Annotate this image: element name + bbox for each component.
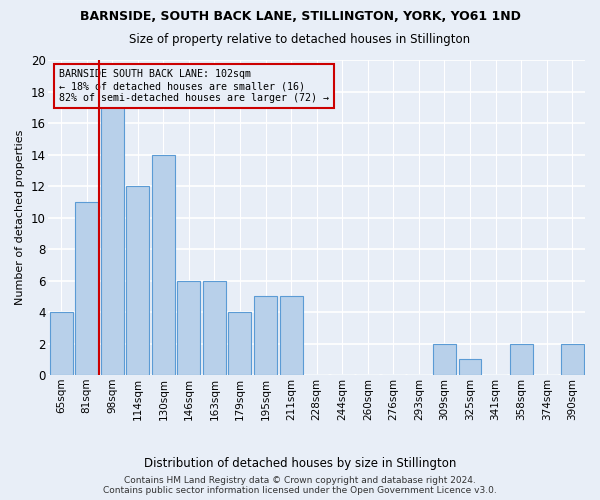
- Bar: [203, 280, 226, 375]
- Bar: [50, 312, 73, 375]
- Bar: [280, 296, 302, 375]
- Text: Distribution of detached houses by size in Stillington: Distribution of detached houses by size …: [144, 458, 456, 470]
- Y-axis label: Number of detached properties: Number of detached properties: [15, 130, 25, 305]
- Text: BARNSIDE SOUTH BACK LANE: 102sqm
← 18% of detached houses are smaller (16)
82% o: BARNSIDE SOUTH BACK LANE: 102sqm ← 18% o…: [59, 70, 329, 102]
- Bar: [152, 154, 175, 375]
- Text: Size of property relative to detached houses in Stillington: Size of property relative to detached ho…: [130, 32, 470, 46]
- Bar: [101, 108, 124, 375]
- Bar: [561, 344, 584, 375]
- Text: BARNSIDE, SOUTH BACK LANE, STILLINGTON, YORK, YO61 1ND: BARNSIDE, SOUTH BACK LANE, STILLINGTON, …: [80, 10, 520, 23]
- Text: Contains HM Land Registry data © Crown copyright and database right 2024.
Contai: Contains HM Land Registry data © Crown c…: [103, 476, 497, 495]
- Bar: [126, 186, 149, 375]
- Bar: [509, 344, 533, 375]
- Bar: [178, 280, 200, 375]
- Bar: [433, 344, 456, 375]
- Bar: [229, 312, 251, 375]
- Bar: [458, 360, 481, 375]
- Bar: [75, 202, 98, 375]
- Bar: [254, 296, 277, 375]
